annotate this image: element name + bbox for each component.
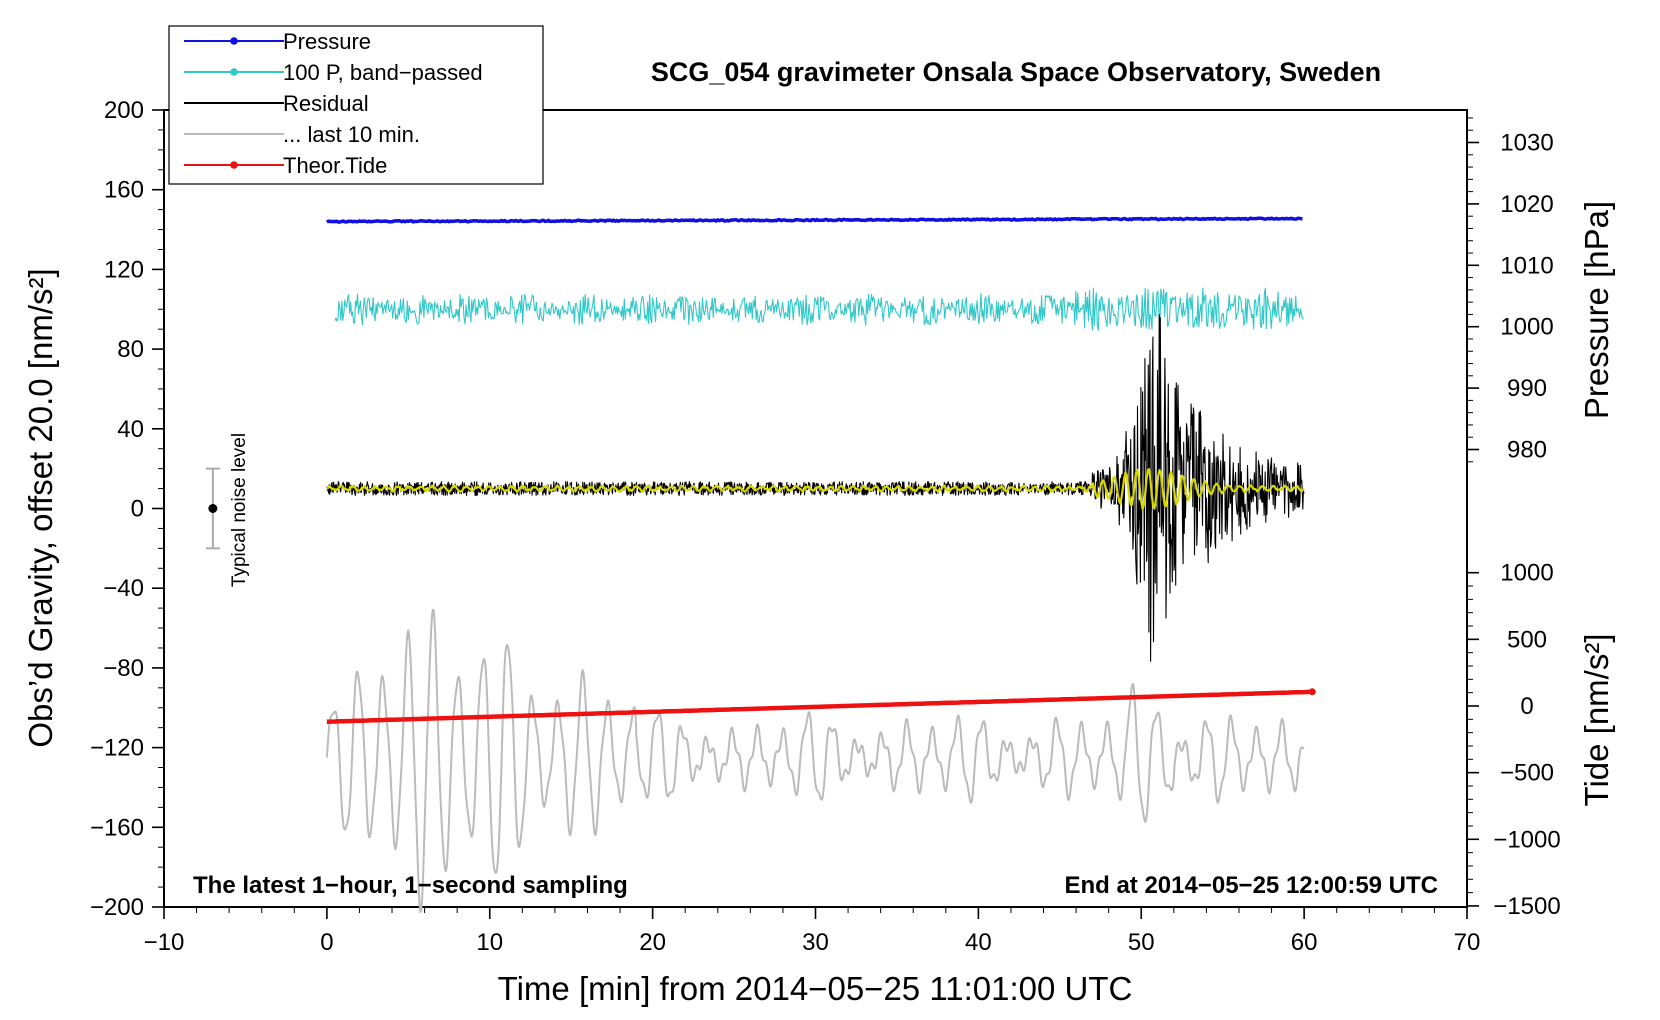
legend-label: Theor.Tide	[283, 153, 387, 178]
tide-tick-label: 500	[1507, 626, 1547, 653]
axis-ticks: −10 0 10 20 30 40 50 60 7020016012080400−40−80−1…	[90, 97, 1561, 956]
x-axis-title: Time [min] from 2014−05−25 11:01:00 UTC	[498, 970, 1133, 1007]
y-tick-label: 120	[104, 256, 144, 283]
legend-label: Residual	[283, 91, 369, 116]
pressure-tick-label: 1020	[1500, 191, 1553, 218]
x-tick-label: 70	[1454, 929, 1481, 956]
pressure-tick-label: 990	[1507, 375, 1547, 402]
noise-bar-center	[208, 504, 218, 513]
last-10-min-trace	[325, 608, 1305, 913]
pressure-tick-label: 1010	[1500, 252, 1553, 279]
y-tick-label: −120	[90, 735, 144, 762]
residual-smoothed-trace	[326, 468, 1305, 511]
y-axis-pressure-title: Pressure [hPa]	[1578, 201, 1615, 419]
y-tick-label: −80	[103, 655, 144, 682]
pressure-tick-label: 1000	[1500, 314, 1553, 341]
pressure-tick-label: 1030	[1500, 130, 1553, 157]
y-tick-label: 40	[117, 416, 144, 443]
tide-tick-label: 1000	[1500, 560, 1553, 587]
y-tick-label: 80	[117, 336, 144, 363]
legend-label: Pressure	[283, 29, 371, 54]
x-tick-label: 50	[1128, 929, 1155, 956]
y-tick-label: −200	[90, 894, 144, 921]
y-axis-left-title: Obs’d Gravity, offset 20.0 [nm/s²]	[22, 268, 59, 747]
x-tick-label: 40	[965, 929, 992, 956]
theoretical-tide-trace	[326, 689, 1313, 724]
legend-marker	[230, 161, 238, 169]
legend: Pressure 100 P, band−passed Residual ... la…	[168, 25, 544, 185]
x-tick-label: −10	[144, 929, 185, 956]
legend-box	[168, 25, 544, 185]
y-tick-label: −160	[90, 814, 144, 841]
chart-title: SCG_054 gravimeter Onsala Space Observat…	[651, 57, 1381, 87]
legend-marker	[230, 37, 238, 45]
sampling-annotation: The latest 1−hour, 1−second sampling	[193, 872, 628, 899]
noise-level-label: Typical noise level	[229, 433, 250, 587]
tide-end-point	[1308, 688, 1316, 696]
x-tick-label: 0	[320, 929, 333, 956]
band-passed-pressure-trace	[334, 287, 1304, 331]
y-tick-label: 160	[104, 177, 144, 204]
y-tick-label: −40	[103, 575, 144, 602]
end-time-annotation: End at 2014−05−25 12:00:59 UTC	[1064, 872, 1438, 899]
tide-tick-label: −1000	[1493, 826, 1560, 853]
series-layer	[325, 216, 1316, 913]
x-tick-label: 30	[802, 929, 829, 956]
pressure-tick-label: 980	[1507, 437, 1547, 464]
legend-marker	[230, 68, 238, 76]
tide-tick-label: −500	[1500, 760, 1554, 787]
legend-label: 100 P, band−passed	[283, 60, 483, 85]
tide-tick-label: −1500	[1493, 893, 1560, 920]
pressure-trace	[325, 216, 1303, 224]
legend-label: ... last 10 min.	[283, 122, 420, 147]
x-tick-label: 10	[476, 929, 503, 956]
tide-tick-label: 0	[1520, 693, 1533, 720]
y-axis-tide-title: Tide [nm/s²]	[1578, 634, 1615, 807]
x-tick-label: 60	[1291, 929, 1318, 956]
noise-level-marker	[205, 467, 220, 550]
y-tick-label: 0	[131, 496, 144, 523]
x-tick-label: 20	[639, 929, 666, 956]
y-tick-label: 200	[104, 97, 144, 124]
